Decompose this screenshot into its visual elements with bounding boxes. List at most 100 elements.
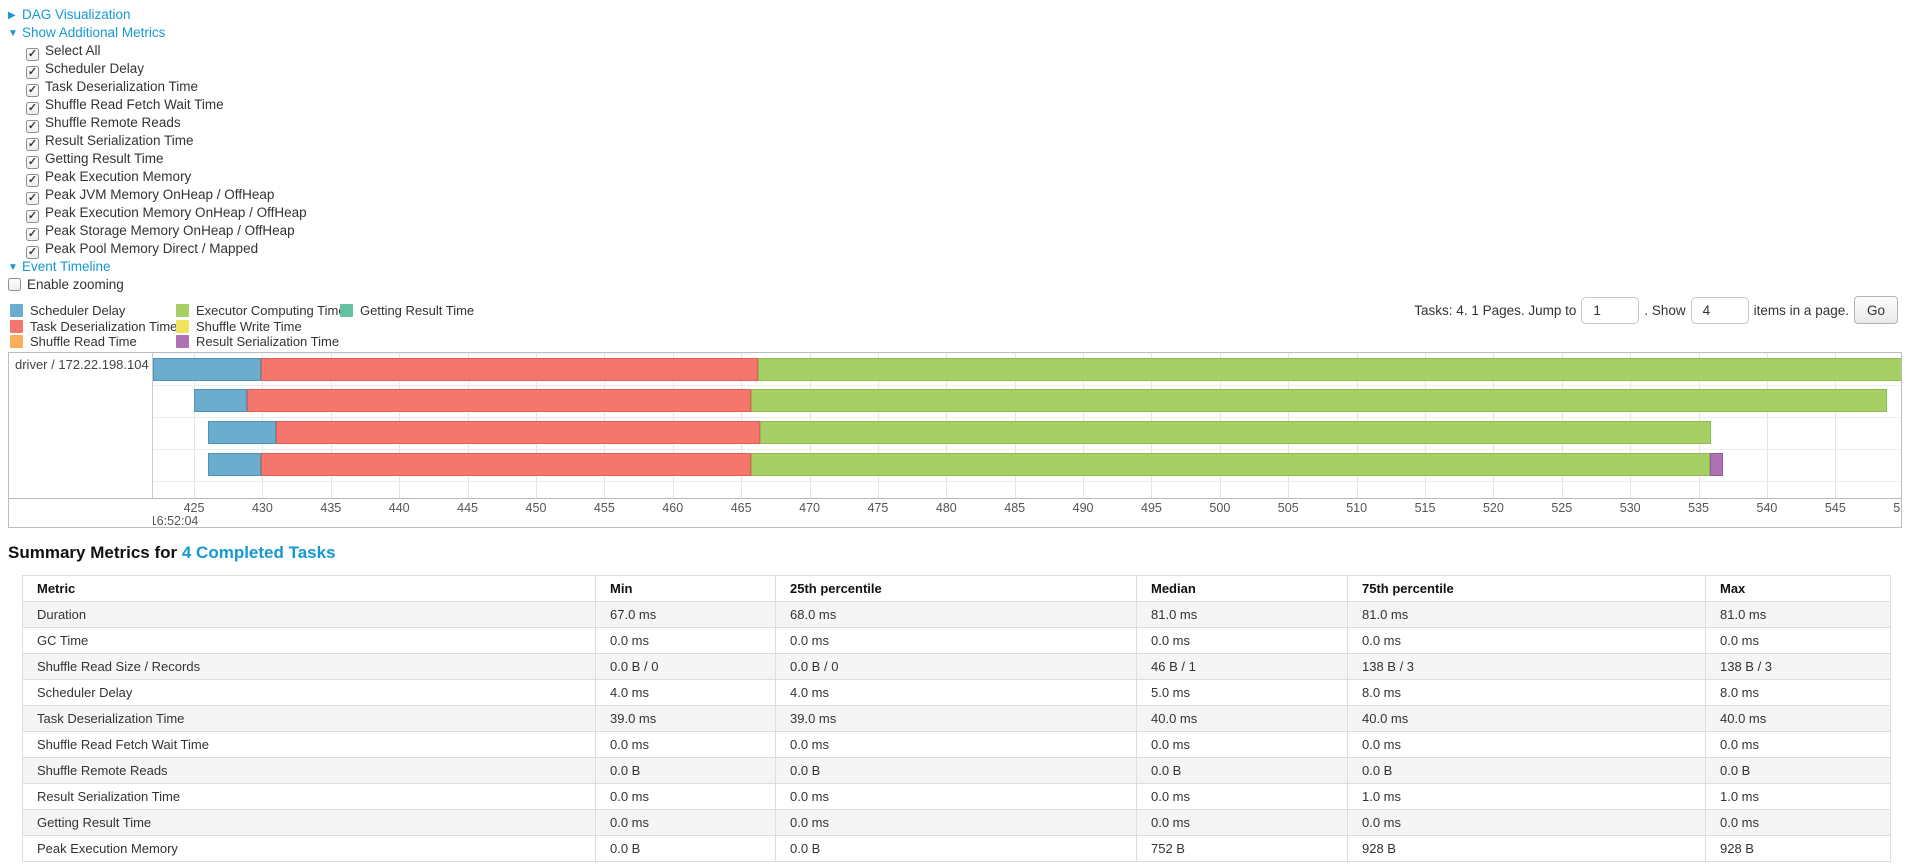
legend-item: Shuffle Read Time	[10, 334, 177, 350]
task-bar-segment-result-serialization[interactable]	[1709, 453, 1724, 476]
metric-value-cell: 40.0 ms	[1705, 705, 1891, 732]
metric-checkbox[interactable]	[26, 102, 39, 115]
dag-visualization-toggle[interactable]: ▶ DAG Visualization	[8, 6, 307, 24]
task-pagination: Tasks: 4. 1 Pages. Jump to . Show items …	[1414, 294, 1898, 326]
jump-to-page-input[interactable]	[1581, 296, 1640, 324]
timeline-plot-area[interactable]	[153, 353, 1901, 498]
metric-checkbox-label: Shuffle Read Fetch Wait Time	[45, 97, 224, 112]
metric-checkbox-label: Peak Execution Memory	[45, 169, 192, 184]
summary-table-row: Peak Execution Memory 0.0 B 0.0 B 752 B 928 …	[22, 835, 1891, 862]
metric-checkbox[interactable]	[26, 228, 39, 241]
task-bar-segment-scheduler-delay[interactable]	[194, 389, 248, 412]
metric-checkbox[interactable]	[26, 156, 39, 169]
row-gridline	[153, 481, 1901, 482]
additional-metrics-checkbox-list: Select All Scheduler Delay Task Deserializ…	[8, 42, 307, 259]
metric-checkbox[interactable]	[26, 48, 39, 61]
axis-tick-label: 435	[320, 501, 342, 515]
task-bar-segment-executor-computing[interactable]	[750, 453, 1710, 476]
metric-value-cell: 0.0 ms	[595, 627, 776, 654]
metric-value-cell: 0.0 ms	[1347, 627, 1706, 654]
metric-checkbox[interactable]	[26, 84, 39, 97]
legend-item: Scheduler Delay	[10, 303, 177, 319]
metric-value-cell: 0.0 ms	[595, 783, 776, 810]
metric-checkbox-label: Peak Execution Memory OnHeap / OffHeap	[45, 205, 307, 220]
legend-label: Getting Result Time	[360, 303, 475, 318]
enable-zooming-checkbox[interactable]	[8, 278, 21, 291]
summary-table-row: Getting Result Time 0.0 ms 0.0 ms 0.0 ms 0.0…	[22, 809, 1891, 836]
legend-label: Result Serialization Time	[196, 334, 340, 350]
getting-result-swatch-icon	[340, 304, 353, 317]
metric-checkbox-label: Scheduler Delay	[45, 61, 145, 76]
metric-name-cell: Result Serialization Time	[22, 783, 596, 810]
axis-tick-label: 550	[1893, 501, 1901, 515]
metric-value-cell: 40.0 ms	[1136, 705, 1348, 732]
metric-checkbox-label: Peak Pool Memory Direct / Mapped	[45, 241, 259, 256]
legend-item: Task Deserialization Time	[10, 319, 177, 335]
metric-value-cell: 67.0 ms	[595, 601, 776, 628]
legend-column: Getting Result Time	[340, 303, 474, 319]
axis-tick-label: 530	[1619, 501, 1641, 515]
metric-value-cell: 0.0 B	[775, 835, 1137, 862]
task-bar-segment-executor-computing[interactable]	[760, 421, 1711, 444]
dag-visualization-link[interactable]: DAG Visualization	[22, 7, 131, 22]
task-bar-segment-scheduler-delay[interactable]	[153, 358, 262, 381]
row-gridline	[153, 449, 1901, 450]
metric-checkbox-row: Peak Pool Memory Direct / Mapped	[8, 240, 307, 259]
metric-value-cell: 8.0 ms	[1347, 679, 1706, 706]
task-bar-segment-task-deserialization[interactable]	[276, 421, 761, 444]
go-button[interactable]: Go	[1853, 296, 1898, 324]
axis-tick-label: 525	[1551, 501, 1573, 515]
pagination-text: . Show	[1644, 302, 1686, 318]
summary-metrics-table: Metric Min 25th percentile Median 75th perce…	[22, 575, 1891, 862]
time-axis-labels: 425 430 435 440 445 450 455 460 465 470 475 480 485 4…	[153, 499, 1901, 528]
event-timeline-toggle[interactable]: ▼ Event Timeline	[8, 258, 307, 276]
metric-checkbox[interactable]	[26, 174, 39, 187]
summary-column-header: 75th percentile	[1347, 575, 1706, 602]
legend-item: Executor Computing Time	[176, 303, 346, 319]
metric-value-cell: 0.0 ms	[1705, 731, 1891, 758]
show-additional-metrics-link[interactable]: Show Additional Metrics	[22, 25, 166, 40]
task-bar-segment-task-deserialization[interactable]	[261, 453, 751, 476]
metric-value-cell: 0.0 B / 0	[775, 653, 1137, 680]
completed-tasks-link[interactable]: 4 Completed Tasks	[181, 543, 336, 562]
metric-value-cell: 39.0 ms	[775, 705, 1137, 732]
metric-checkbox[interactable]	[26, 210, 39, 223]
metric-checkbox-label: Peak Storage Memory OnHeap / OffHeap	[45, 223, 295, 238]
metric-name-cell: Shuffle Read Fetch Wait Time	[22, 731, 596, 758]
metric-checkbox[interactable]	[26, 120, 39, 133]
legend-column: Scheduler Delay Task Deserialization Time…	[10, 303, 177, 350]
metric-value-cell: 928 B	[1705, 835, 1891, 862]
metric-value-cell: 0.0 B / 0	[595, 653, 776, 680]
metric-value-cell: 0.0 B	[1705, 757, 1891, 784]
metric-checkbox-row: Result Serialization Time	[8, 132, 307, 151]
metric-checkbox-label: Shuffle Remote Reads	[45, 115, 181, 130]
metric-value-cell: 0.0 ms	[1347, 809, 1706, 836]
metric-value-cell: 39.0 ms	[595, 705, 776, 732]
expanded-arrow-icon: ▼	[8, 262, 18, 273]
metric-value-cell: 0.0 ms	[775, 627, 1137, 654]
task-deserialization-swatch-icon	[10, 319, 23, 333]
metric-checkbox-label: Result Serialization Time	[45, 133, 194, 148]
task-bar-segment-scheduler-delay[interactable]	[207, 421, 277, 444]
task-bar-segment-executor-computing[interactable]	[757, 358, 1901, 381]
metric-checkbox[interactable]	[26, 138, 39, 151]
metric-checkbox[interactable]	[26, 246, 39, 259]
axis-gridline	[1767, 353, 1768, 498]
summary-column-header: Max	[1705, 575, 1891, 602]
task-bar-segment-scheduler-delay[interactable]	[207, 453, 262, 476]
metric-name-cell: Duration	[22, 601, 596, 628]
axis-tick-label: 510	[1346, 501, 1368, 515]
event-timeline-link[interactable]: Event Timeline	[22, 259, 111, 274]
row-gridline	[153, 385, 1901, 386]
timeline-group-column: driver / 172.22.198.104	[9, 353, 153, 498]
axis-tick-label: 475	[867, 501, 889, 515]
items-per-page-input[interactable]	[1690, 296, 1749, 324]
task-bar-segment-task-deserialization[interactable]	[247, 389, 751, 412]
show-additional-metrics-toggle[interactable]: ▼ Show Additional Metrics	[8, 24, 307, 42]
metric-checkbox-row: Scheduler Delay	[8, 60, 307, 79]
metric-checkbox[interactable]	[26, 192, 39, 205]
task-bar-segment-task-deserialization[interactable]	[261, 358, 758, 381]
task-bar-segment-executor-computing[interactable]	[750, 389, 1888, 412]
summary-column-header: Min	[595, 575, 776, 602]
metric-checkbox[interactable]	[26, 66, 39, 79]
